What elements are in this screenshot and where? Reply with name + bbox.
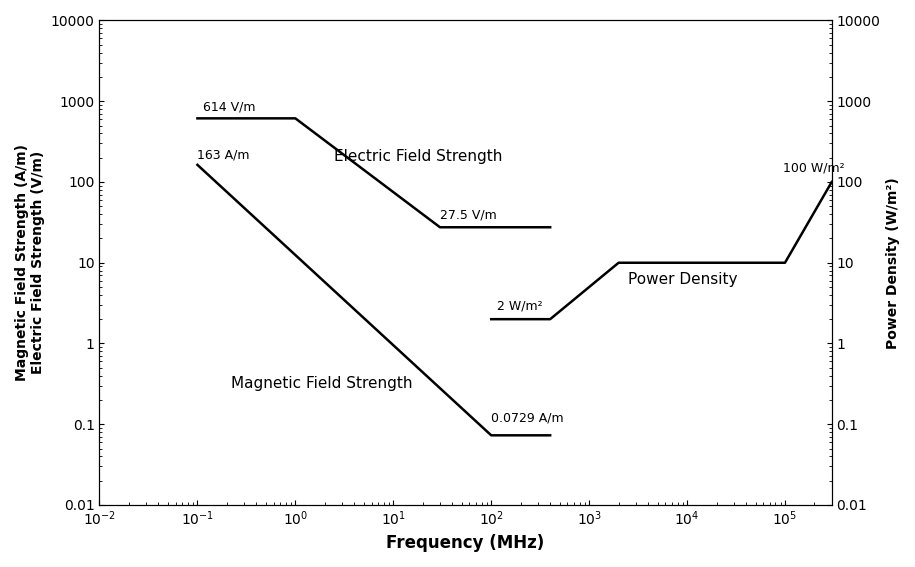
Text: Magnetic Field Strength: Magnetic Field Strength	[231, 376, 413, 391]
Text: 2 W/m²: 2 W/m²	[497, 300, 543, 313]
Y-axis label: Magnetic Field Strength (A/m)
Electric Field Strength (V/m): Magnetic Field Strength (A/m) Electric F…	[15, 144, 45, 381]
Text: 100 W/m²: 100 W/m²	[783, 162, 845, 175]
Text: Power Density: Power Density	[628, 272, 737, 287]
X-axis label: Frequency (MHz): Frequency (MHz)	[386, 534, 544, 552]
Text: 614 V/m: 614 V/m	[203, 101, 256, 114]
Text: Electric Field Strength: Electric Field Strength	[334, 149, 502, 164]
Text: 0.0729 A/m: 0.0729 A/m	[491, 412, 564, 425]
Text: 27.5 V/m: 27.5 V/m	[440, 209, 497, 222]
Y-axis label: Power Density (W/m²): Power Density (W/m²)	[886, 177, 900, 349]
Text: 163 A/m: 163 A/m	[198, 149, 250, 162]
